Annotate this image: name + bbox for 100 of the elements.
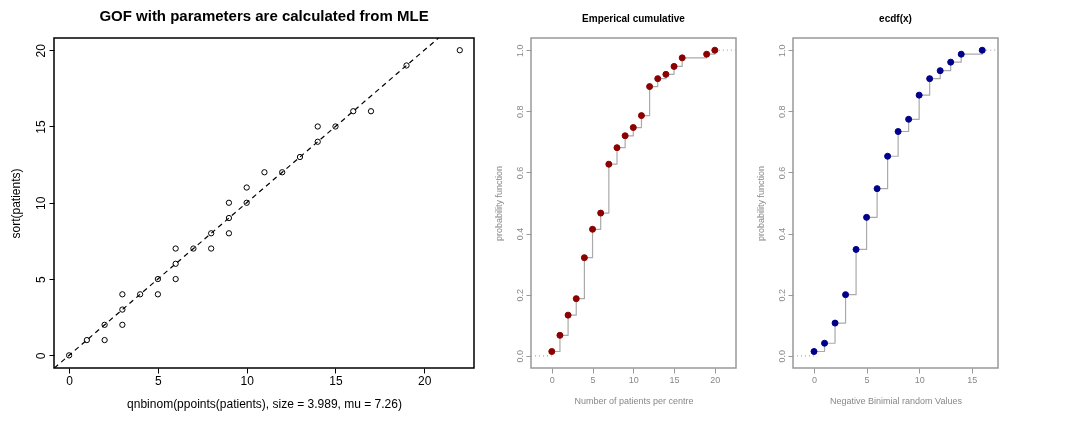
point bbox=[613, 144, 621, 152]
x-tick-label: 15 bbox=[669, 374, 680, 385]
x-tick-label: 0 bbox=[812, 374, 818, 385]
y-tick-label: 1.0 bbox=[514, 44, 525, 57]
y-tick-label: 0.2 bbox=[514, 288, 525, 302]
point bbox=[208, 245, 215, 252]
y-tick-label: 0 bbox=[33, 352, 48, 360]
x-tick-label: 20 bbox=[710, 374, 721, 385]
x-axis-title: Negative Binimial random Values bbox=[830, 395, 963, 406]
y-tick-label: 0.8 bbox=[776, 105, 787, 119]
point bbox=[605, 160, 613, 168]
x-tick-label: 0 bbox=[549, 374, 555, 385]
point bbox=[101, 336, 108, 344]
point bbox=[654, 75, 662, 83]
point bbox=[332, 123, 339, 130]
chart-title: ecdf(x) bbox=[879, 13, 912, 24]
point bbox=[629, 124, 637, 132]
x-tick-label: 15 bbox=[967, 374, 978, 385]
point bbox=[172, 245, 179, 252]
y-tick-label: 0.4 bbox=[776, 227, 787, 241]
point bbox=[119, 321, 126, 328]
y-tick-label: 5 bbox=[33, 275, 48, 283]
point bbox=[225, 199, 233, 206]
point bbox=[314, 123, 321, 130]
point bbox=[119, 306, 126, 313]
point bbox=[947, 58, 955, 66]
y-tick-label: 20 bbox=[33, 43, 48, 58]
point bbox=[243, 184, 250, 191]
chart-title: GOF with parameters are calculated from MLE bbox=[99, 7, 429, 24]
point bbox=[564, 311, 572, 319]
y-tick-label: 0.0 bbox=[514, 350, 525, 363]
x-tick-label: 10 bbox=[240, 373, 255, 388]
y-tick-label: 0.4 bbox=[514, 227, 525, 241]
point bbox=[314, 138, 321, 145]
point bbox=[456, 47, 463, 54]
y-axis-title: probability function bbox=[755, 165, 766, 242]
x-tick-label: 15 bbox=[329, 373, 343, 388]
point bbox=[810, 348, 818, 355]
point bbox=[154, 275, 162, 283]
point bbox=[243, 199, 250, 206]
point bbox=[884, 152, 892, 160]
y-tick-label: 0.8 bbox=[514, 105, 525, 119]
point bbox=[572, 295, 580, 303]
point bbox=[703, 50, 711, 58]
point bbox=[225, 230, 233, 237]
point bbox=[208, 230, 215, 237]
x-tick-label: 5 bbox=[155, 373, 163, 388]
point bbox=[65, 352, 73, 359]
point bbox=[936, 67, 944, 75]
y-tick-label: 0.2 bbox=[776, 288, 787, 302]
point bbox=[711, 46, 719, 54]
y-tick-label: 10 bbox=[33, 196, 48, 210]
chart-title: Emperical cumulative bbox=[582, 13, 686, 24]
point bbox=[136, 291, 144, 298]
x-tick-label: 20 bbox=[418, 373, 432, 388]
point bbox=[350, 108, 357, 115]
point bbox=[978, 46, 986, 54]
point bbox=[852, 245, 860, 253]
point bbox=[279, 169, 286, 176]
point bbox=[842, 291, 850, 299]
y-tick-label: 0.6 bbox=[514, 166, 525, 180]
point bbox=[172, 260, 179, 267]
point bbox=[821, 339, 829, 347]
point bbox=[926, 75, 934, 83]
point bbox=[589, 225, 597, 233]
point bbox=[662, 70, 670, 78]
point bbox=[83, 336, 90, 344]
point bbox=[637, 112, 645, 120]
point bbox=[580, 254, 588, 262]
x-tick-label: 5 bbox=[864, 374, 870, 385]
point bbox=[905, 115, 913, 123]
x-tick-label: 10 bbox=[914, 374, 925, 385]
point bbox=[403, 62, 410, 69]
point bbox=[548, 348, 556, 355]
point bbox=[621, 132, 629, 140]
y-tick-label: 0.0 bbox=[776, 350, 787, 363]
point bbox=[225, 214, 233, 222]
point bbox=[678, 54, 686, 62]
point bbox=[101, 321, 108, 328]
point bbox=[957, 50, 965, 58]
x-axis-title: qnbinom(ppoints(patients), size = 3.989, mu = 7.26) bbox=[127, 396, 402, 411]
y-tick-label: 15 bbox=[33, 119, 48, 134]
y-tick-label: 1.0 bbox=[776, 44, 787, 57]
point bbox=[172, 275, 179, 283]
point bbox=[894, 128, 902, 135]
y-axis-title: probability function bbox=[493, 165, 504, 242]
point bbox=[154, 291, 162, 298]
point bbox=[831, 319, 839, 327]
point bbox=[597, 209, 605, 217]
x-tick-label: 5 bbox=[590, 374, 596, 385]
x-axis-title: Number of patients per centre bbox=[574, 395, 694, 406]
y-axis-title: sort(patients) bbox=[8, 168, 23, 239]
point bbox=[367, 108, 375, 115]
y-tick-label: 0.6 bbox=[776, 166, 787, 180]
point bbox=[119, 291, 126, 298]
point bbox=[190, 245, 197, 252]
point bbox=[296, 153, 304, 161]
point bbox=[670, 62, 678, 70]
point bbox=[556, 331, 564, 339]
x-tick-label: 0 bbox=[66, 373, 74, 388]
